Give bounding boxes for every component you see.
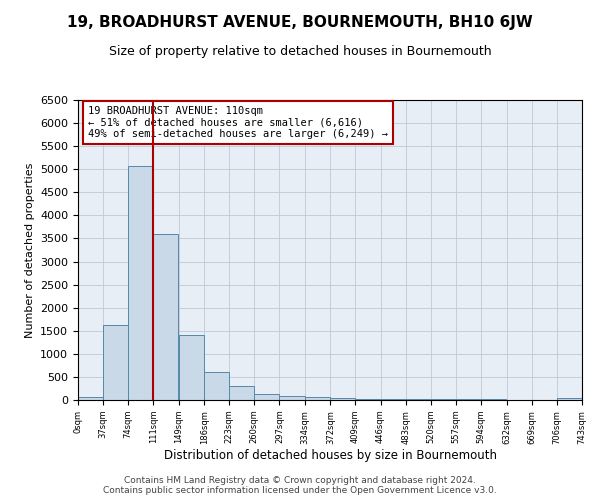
Bar bbox=[204, 372, 229, 400]
Text: Contains HM Land Registry data © Crown copyright and database right 2024.
Contai: Contains HM Land Registry data © Crown c… bbox=[103, 476, 497, 495]
Bar bbox=[355, 398, 380, 400]
Bar bbox=[128, 166, 153, 400]
Bar bbox=[78, 396, 103, 400]
Bar bbox=[431, 399, 456, 400]
Bar bbox=[280, 396, 305, 400]
Text: 19 BROADHURST AVENUE: 110sqm
← 51% of detached houses are smaller (6,616)
49% of: 19 BROADHURST AVENUE: 110sqm ← 51% of de… bbox=[88, 106, 388, 139]
Bar bbox=[229, 386, 254, 400]
Y-axis label: Number of detached properties: Number of detached properties bbox=[25, 162, 35, 338]
Bar bbox=[406, 399, 431, 400]
Bar bbox=[305, 398, 329, 400]
Text: Size of property relative to detached houses in Bournemouth: Size of property relative to detached ho… bbox=[109, 45, 491, 58]
Bar bbox=[179, 336, 204, 400]
Bar bbox=[153, 234, 178, 400]
Bar bbox=[380, 399, 406, 400]
Bar bbox=[331, 398, 355, 400]
Text: 19, BROADHURST AVENUE, BOURNEMOUTH, BH10 6JW: 19, BROADHURST AVENUE, BOURNEMOUTH, BH10… bbox=[67, 15, 533, 30]
Bar bbox=[254, 394, 280, 400]
Bar bbox=[103, 325, 128, 400]
Bar bbox=[557, 398, 582, 400]
X-axis label: Distribution of detached houses by size in Bournemouth: Distribution of detached houses by size … bbox=[163, 449, 497, 462]
